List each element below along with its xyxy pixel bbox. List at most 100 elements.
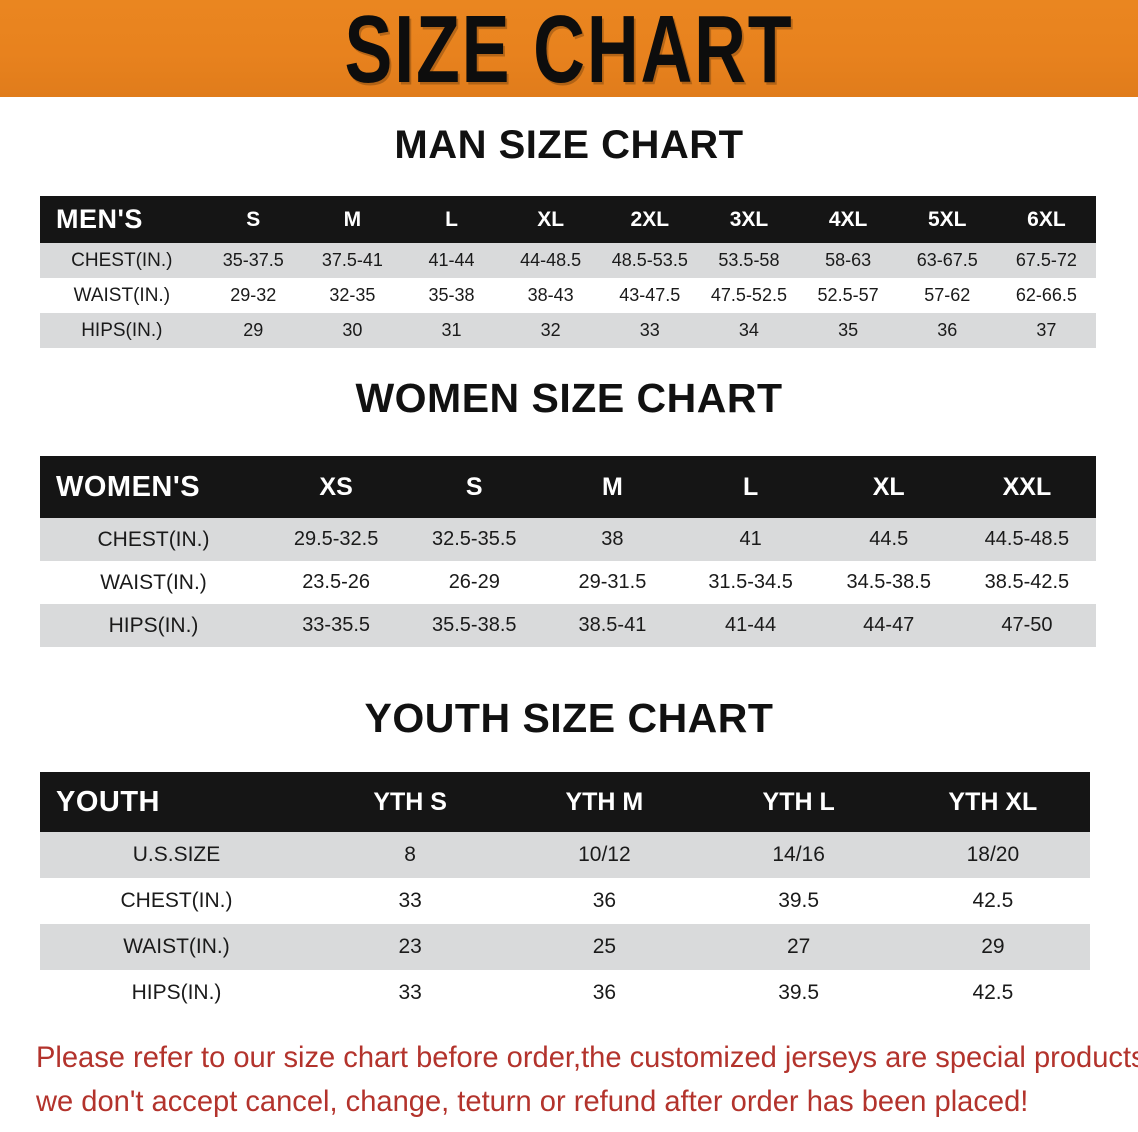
women-cell: 23.5-26 [267, 561, 406, 604]
man-cell: 53.5-58 [699, 243, 799, 278]
youth-table-head: YOUTH YTH S YTH M YTH L YTH XL [40, 772, 1090, 832]
youth-header-row: YOUTH YTH S YTH M YTH L YTH XL [40, 772, 1090, 832]
women-cell: 41 [681, 518, 820, 561]
man-cell: 67.5-72 [996, 243, 1096, 278]
youth-cell: 36 [507, 970, 702, 1016]
women-column-header: XS [267, 456, 406, 518]
man-cell: 44-48.5 [501, 243, 601, 278]
women-cell: 44.5-48.5 [957, 518, 1096, 561]
youth-row-label: WAIST(IN.) [40, 924, 313, 970]
women-row-label: WAIST(IN.) [40, 561, 268, 604]
man-cell: 32 [501, 313, 601, 348]
table-row: WAIST(IN.) 23.5-26 26-29 29-31.5 31.5-34.5 34… [40, 561, 1096, 604]
youth-cell: 39.5 [701, 970, 896, 1016]
table-row: CHEST(IN.) 29.5-32.5 32.5-35.5 38 41 44.5 44.5… [40, 518, 1096, 561]
youth-column-header: YTH L [701, 772, 896, 832]
youth-cell: 18/20 [895, 832, 1090, 878]
man-cell: 31 [401, 313, 502, 348]
man-cell: 37 [996, 313, 1096, 348]
man-cell: 37.5-41 [302, 243, 402, 278]
youth-row-label: U.S.SIZE [40, 832, 313, 878]
youth-cell: 42.5 [895, 878, 1090, 924]
youth-cell: 42.5 [895, 970, 1090, 1016]
man-cell: 38-43 [501, 278, 601, 313]
table-row: U.S.SIZE 8 10/12 14/16 18/20 [40, 832, 1090, 878]
women-size-table: WOMEN'S XS S M L XL XXL CHEST(IN.) 29.5-32.5 32.… [40, 456, 1096, 647]
man-table-body: CHEST(IN.) 35-37.5 37.5-41 41-44 44-48.5 48.5… [40, 243, 1096, 348]
man-column-header: 6XL [996, 196, 1096, 243]
women-table-head: WOMEN'S XS S M L XL XXL [40, 456, 1096, 518]
women-column-header: L [681, 456, 820, 518]
man-column-header: L [401, 196, 502, 243]
man-cell: 43-47.5 [600, 278, 700, 313]
women-cell: 41-44 [681, 604, 820, 647]
man-cell: 36 [897, 313, 997, 348]
man-cell: 29 [203, 313, 303, 348]
women-cell: 47-50 [957, 604, 1096, 647]
table-row: WAIST(IN.) 23 25 27 29 [40, 924, 1090, 970]
women-cell: 33-35.5 [267, 604, 406, 647]
women-cell: 32.5-35.5 [405, 518, 544, 561]
women-cell: 29-31.5 [543, 561, 682, 604]
youth-cell: 27 [701, 924, 896, 970]
disclaimer-line-1: Please refer to our size chart before or… [36, 1041, 1138, 1074]
table-row: WAIST(IN.) 29-32 32-35 35-38 38-43 43-47.5 47.… [40, 278, 1096, 313]
man-header-row: MEN'S S M L XL 2XL 3XL 4XL 5XL 6XL [40, 196, 1096, 243]
women-column-header: XXL [957, 456, 1096, 518]
women-section-title: WOMEN SIZE CHART [355, 375, 783, 421]
man-corner-label: MEN'S [40, 196, 204, 243]
table-row: HIPS(IN.) 33 36 39.5 42.5 [40, 970, 1090, 1016]
man-cell: 63-67.5 [897, 243, 997, 278]
man-cell: 57-62 [897, 278, 997, 313]
man-row-label: CHEST(IN.) [40, 243, 204, 278]
youth-cell: 39.5 [701, 878, 896, 924]
women-cell: 31.5-34.5 [681, 561, 820, 604]
women-cell: 38 [543, 518, 682, 561]
table-row: HIPS(IN.) 29 30 31 32 33 34 35 36 37 [40, 313, 1096, 348]
women-cell: 35.5-38.5 [405, 604, 544, 647]
man-cell: 30 [302, 313, 402, 348]
women-corner-label: WOMEN'S [40, 456, 268, 518]
women-header-row: WOMEN'S XS S M L XL XXL [40, 456, 1096, 518]
man-column-header: M [302, 196, 402, 243]
youth-cell: 8 [313, 832, 508, 878]
man-row-label: HIPS(IN.) [40, 313, 204, 348]
man-column-header: 2XL [600, 196, 700, 243]
youth-column-header: YTH M [507, 772, 702, 832]
youth-cell: 33 [313, 878, 508, 924]
youth-size-table: YOUTH YTH S YTH M YTH L YTH XL U.S.SIZE 8 10/1… [40, 772, 1090, 1016]
youth-table-body: U.S.SIZE 8 10/12 14/16 18/20 CHEST(IN.) 33 36 39… [40, 832, 1090, 1016]
women-cell: 38.5-41 [543, 604, 682, 647]
man-cell: 48.5-53.5 [600, 243, 700, 278]
women-table: WOMEN'S XS S M L XL XXL CHEST(IN.) 29.5-32.5 32.… [40, 456, 1096, 647]
women-cell: 44.5 [819, 518, 958, 561]
youth-cell: 23 [313, 924, 508, 970]
youth-cell: 25 [507, 924, 702, 970]
youth-row-label: CHEST(IN.) [40, 878, 313, 924]
women-cell: 34.5-38.5 [819, 561, 958, 604]
man-table-head: MEN'S S M L XL 2XL 3XL 4XL 5XL 6XL [40, 196, 1096, 243]
women-cell: 44-47 [819, 604, 958, 647]
man-cell: 35-38 [401, 278, 502, 313]
youth-table: YOUTH YTH S YTH M YTH L YTH XL U.S.SIZE 8 10/1… [40, 772, 1090, 1016]
man-cell: 33 [600, 313, 700, 348]
man-size-table: MEN'S S M L XL 2XL 3XL 4XL 5XL 6XL CHEST(IN.) 35-3… [40, 196, 1096, 348]
youth-cell: 10/12 [507, 832, 702, 878]
man-cell: 47.5-52.5 [699, 278, 799, 313]
man-cell: 29-32 [203, 278, 303, 313]
women-table-body: CHEST(IN.) 29.5-32.5 32.5-35.5 38 41 44.5 44.5… [40, 518, 1096, 647]
women-column-header: M [543, 456, 682, 518]
youth-column-header: YTH S [313, 772, 508, 832]
table-row: HIPS(IN.) 33-35.5 35.5-38.5 38.5-41 41-44 44-… [40, 604, 1096, 647]
table-row: CHEST(IN.) 35-37.5 37.5-41 41-44 44-48.5 48.5… [40, 243, 1096, 278]
youth-column-header: YTH XL [895, 772, 1090, 832]
man-column-header: S [203, 196, 303, 243]
youth-cell: 14/16 [701, 832, 896, 878]
man-cell: 62-66.5 [996, 278, 1096, 313]
man-row-label: WAIST(IN.) [40, 278, 204, 313]
youth-cell: 36 [507, 878, 702, 924]
man-column-header: 3XL [699, 196, 799, 243]
youth-section-title: YOUTH SIZE CHART [364, 695, 774, 741]
women-row-label: HIPS(IN.) [40, 604, 268, 647]
women-row-label: CHEST(IN.) [40, 518, 268, 561]
